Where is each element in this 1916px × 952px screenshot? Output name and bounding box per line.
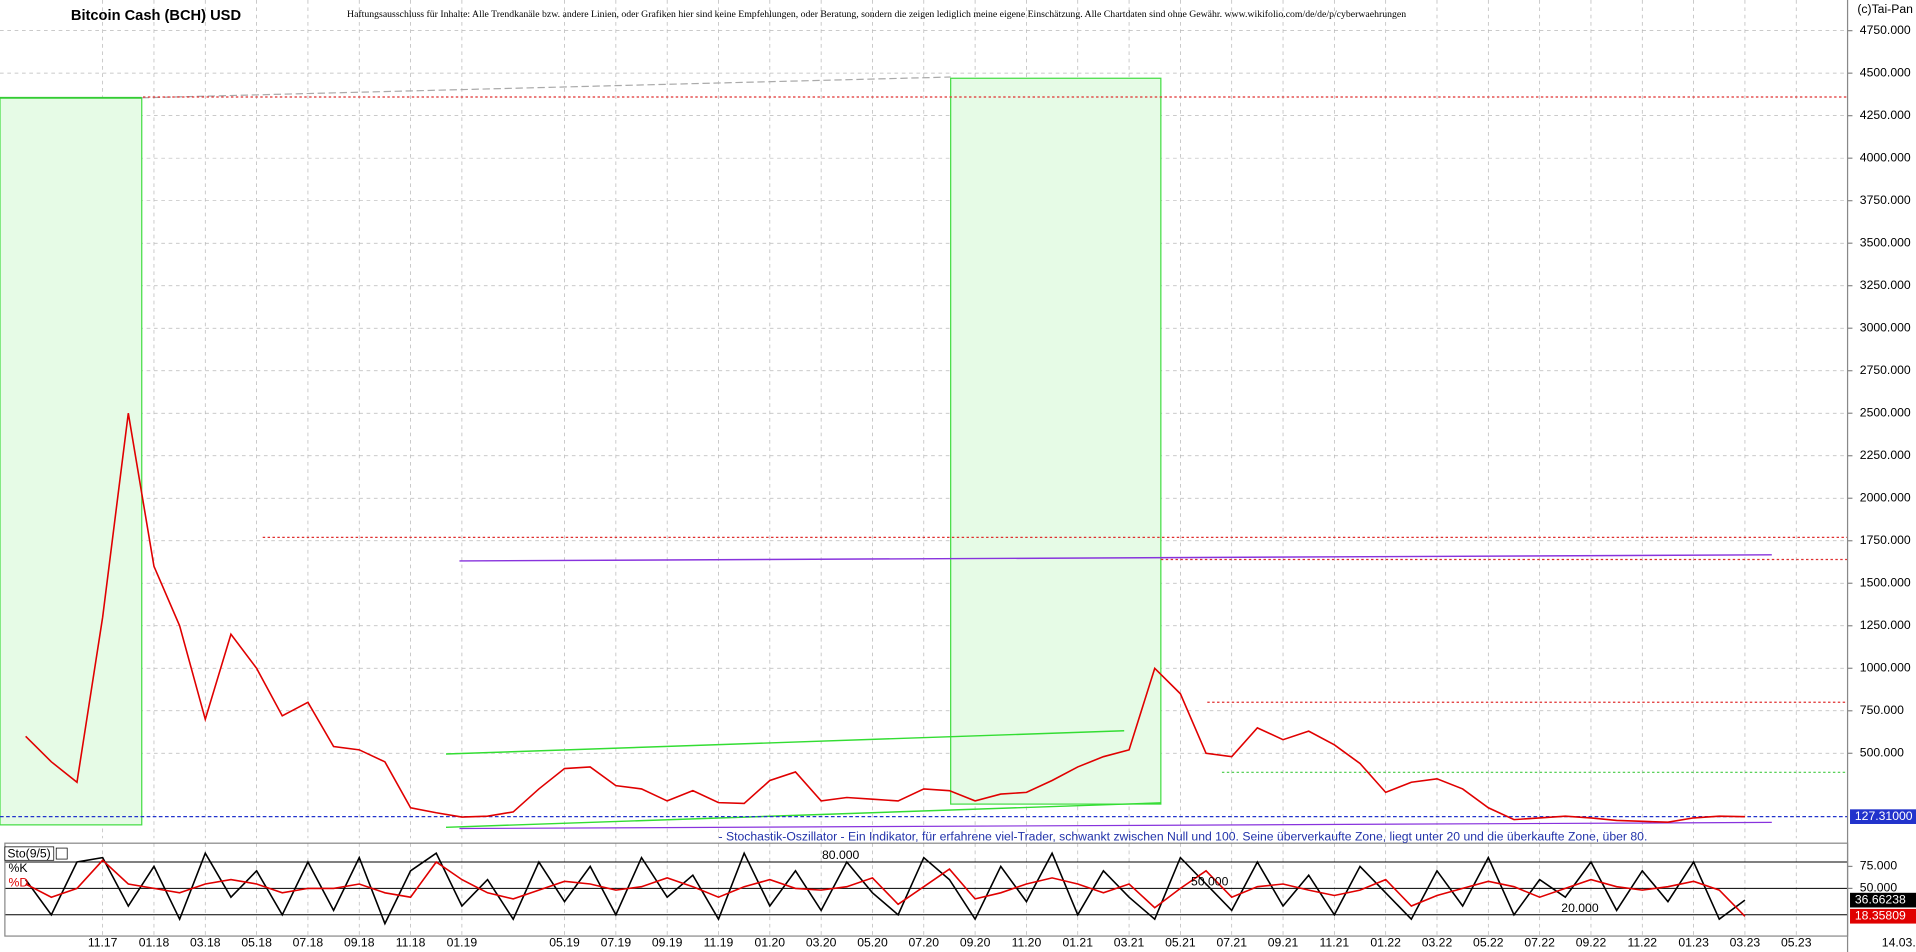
- y-tick-label: 3750.000: [1860, 193, 1911, 207]
- x-tick-label: 07.19: [601, 936, 632, 950]
- x-tick-label: 03.21: [1114, 936, 1145, 950]
- trend-line: [459, 554, 1772, 562]
- x-tick-label: 01.20: [755, 936, 786, 950]
- x-tick-label: 01.19: [447, 936, 478, 950]
- x-tick-label: 05.23: [1781, 936, 1812, 950]
- value-label: 36.66238: [1855, 892, 1906, 906]
- x-tick-label: 09.20: [960, 936, 991, 950]
- zone: [0, 97, 143, 826]
- y-tick-label: 1250.000: [1860, 618, 1911, 632]
- y-tick-label: 2000.000: [1860, 490, 1911, 504]
- x-tick-label: 11.17: [88, 936, 118, 950]
- trend-line: [141, 76, 951, 99]
- layer: [0, 0, 1848, 937]
- y-tick-label: 3250.000: [1860, 278, 1911, 292]
- y-tick-label: 4000.000: [1860, 150, 1911, 164]
- series-line: [25, 859, 1746, 917]
- level-label: 80.000: [822, 848, 860, 862]
- x-tick-label: 09.19: [652, 936, 683, 950]
- value-box: [1850, 892, 1916, 908]
- y-tick-label: 75.000: [1860, 859, 1898, 873]
- y-tick-label: 500.000: [1860, 746, 1904, 760]
- x-tick-label: 07.22: [1524, 936, 1555, 950]
- series-line: [25, 413, 1745, 823]
- trend-line: [445, 802, 1161, 829]
- x-tick-label: 09.18: [344, 936, 375, 950]
- x-tick-label: 11.18: [396, 936, 426, 950]
- y-tick-label: 1750.000: [1860, 533, 1911, 547]
- x-tick-label: 05.18: [241, 936, 272, 950]
- x-tick-label: 05.20: [857, 936, 888, 950]
- x-tick-label: 09.22: [1576, 936, 1607, 950]
- zone: [950, 77, 1162, 805]
- y-tick-label: 3500.000: [1860, 235, 1911, 249]
- value-box: [1850, 908, 1916, 924]
- x-tick-label: 11.19: [704, 936, 734, 950]
- y-tick-label: 50.000: [1860, 881, 1898, 895]
- x-tick-label: 09.21: [1268, 936, 1299, 950]
- x-tick-label: 01.22: [1370, 936, 1401, 950]
- disclaimer: Haftungsausschluss für Inhalte: Alle Tre…: [347, 9, 1406, 20]
- legend-label: %K: [9, 861, 28, 875]
- panel-button[interactable]: [55, 847, 68, 860]
- trend-line: [445, 730, 1125, 755]
- x-tick-label: 11.20: [1012, 936, 1042, 950]
- y-tick-label: 4500.000: [1860, 65, 1911, 79]
- x-tick-label: 03.18: [190, 936, 221, 950]
- y-tick-label: 4250.000: [1860, 108, 1911, 122]
- x-tick-label: 07.20: [909, 936, 940, 950]
- layer: [0, 96, 1848, 926]
- x-tick-label: 07.18: [293, 936, 324, 950]
- y-tick-label: 2750.000: [1860, 363, 1911, 377]
- y-tick-label: 1500.000: [1860, 575, 1911, 589]
- y-tick-label: 2250.000: [1860, 448, 1911, 462]
- panel-title: Sto(9/5): [7, 846, 50, 860]
- chart-title: Bitcoin Cash (BCH) USD: [71, 8, 241, 24]
- copyright: (c)Tai-Pan: [1857, 2, 1913, 16]
- y-tick-label: 750.000: [1860, 703, 1904, 717]
- series-line: [25, 851, 1746, 926]
- trend-line: [459, 821, 1772, 830]
- current-label: 127.31000: [1855, 809, 1913, 823]
- y-tick-label: 1000.000: [1860, 660, 1911, 674]
- x-tick-label: 01.18: [139, 936, 170, 950]
- level-label: 20.000: [1561, 901, 1599, 915]
- legend-label: %D: [9, 876, 29, 890]
- x-tick-label: 07.21: [1216, 936, 1247, 950]
- panel-title-box: [4, 846, 55, 861]
- y-tick-label: 4750.000: [1860, 23, 1911, 37]
- y-tick-label: 3000.000: [1860, 320, 1911, 334]
- y-tick-label: 2500.000: [1860, 405, 1911, 419]
- panel-border: [4, 842, 1849, 937]
- x-tick-label: 05.19: [549, 936, 580, 950]
- x-tick-label: 03.22: [1422, 936, 1453, 950]
- x-tick-label: 05.22: [1473, 936, 1504, 950]
- x-tick-label: 03.20: [806, 936, 837, 950]
- date-label: 14.03.23: [1882, 936, 1916, 950]
- value-label: 18.35809: [1855, 908, 1906, 922]
- x-tick-label: 01.23: [1678, 936, 1709, 950]
- x-tick-label: 05.21: [1165, 936, 1196, 950]
- x-tick-label: 11.22: [1627, 936, 1657, 950]
- level-label: 50.000: [1191, 875, 1229, 889]
- indicator-description: - Stochastik-Oszillator - Ein Indikator,…: [719, 829, 1648, 843]
- current-box: [1850, 809, 1916, 824]
- x-tick-label: 03.23: [1730, 936, 1761, 950]
- x-tick-label: 01.21: [1062, 936, 1093, 950]
- x-tick-label: 11.21: [1320, 936, 1350, 950]
